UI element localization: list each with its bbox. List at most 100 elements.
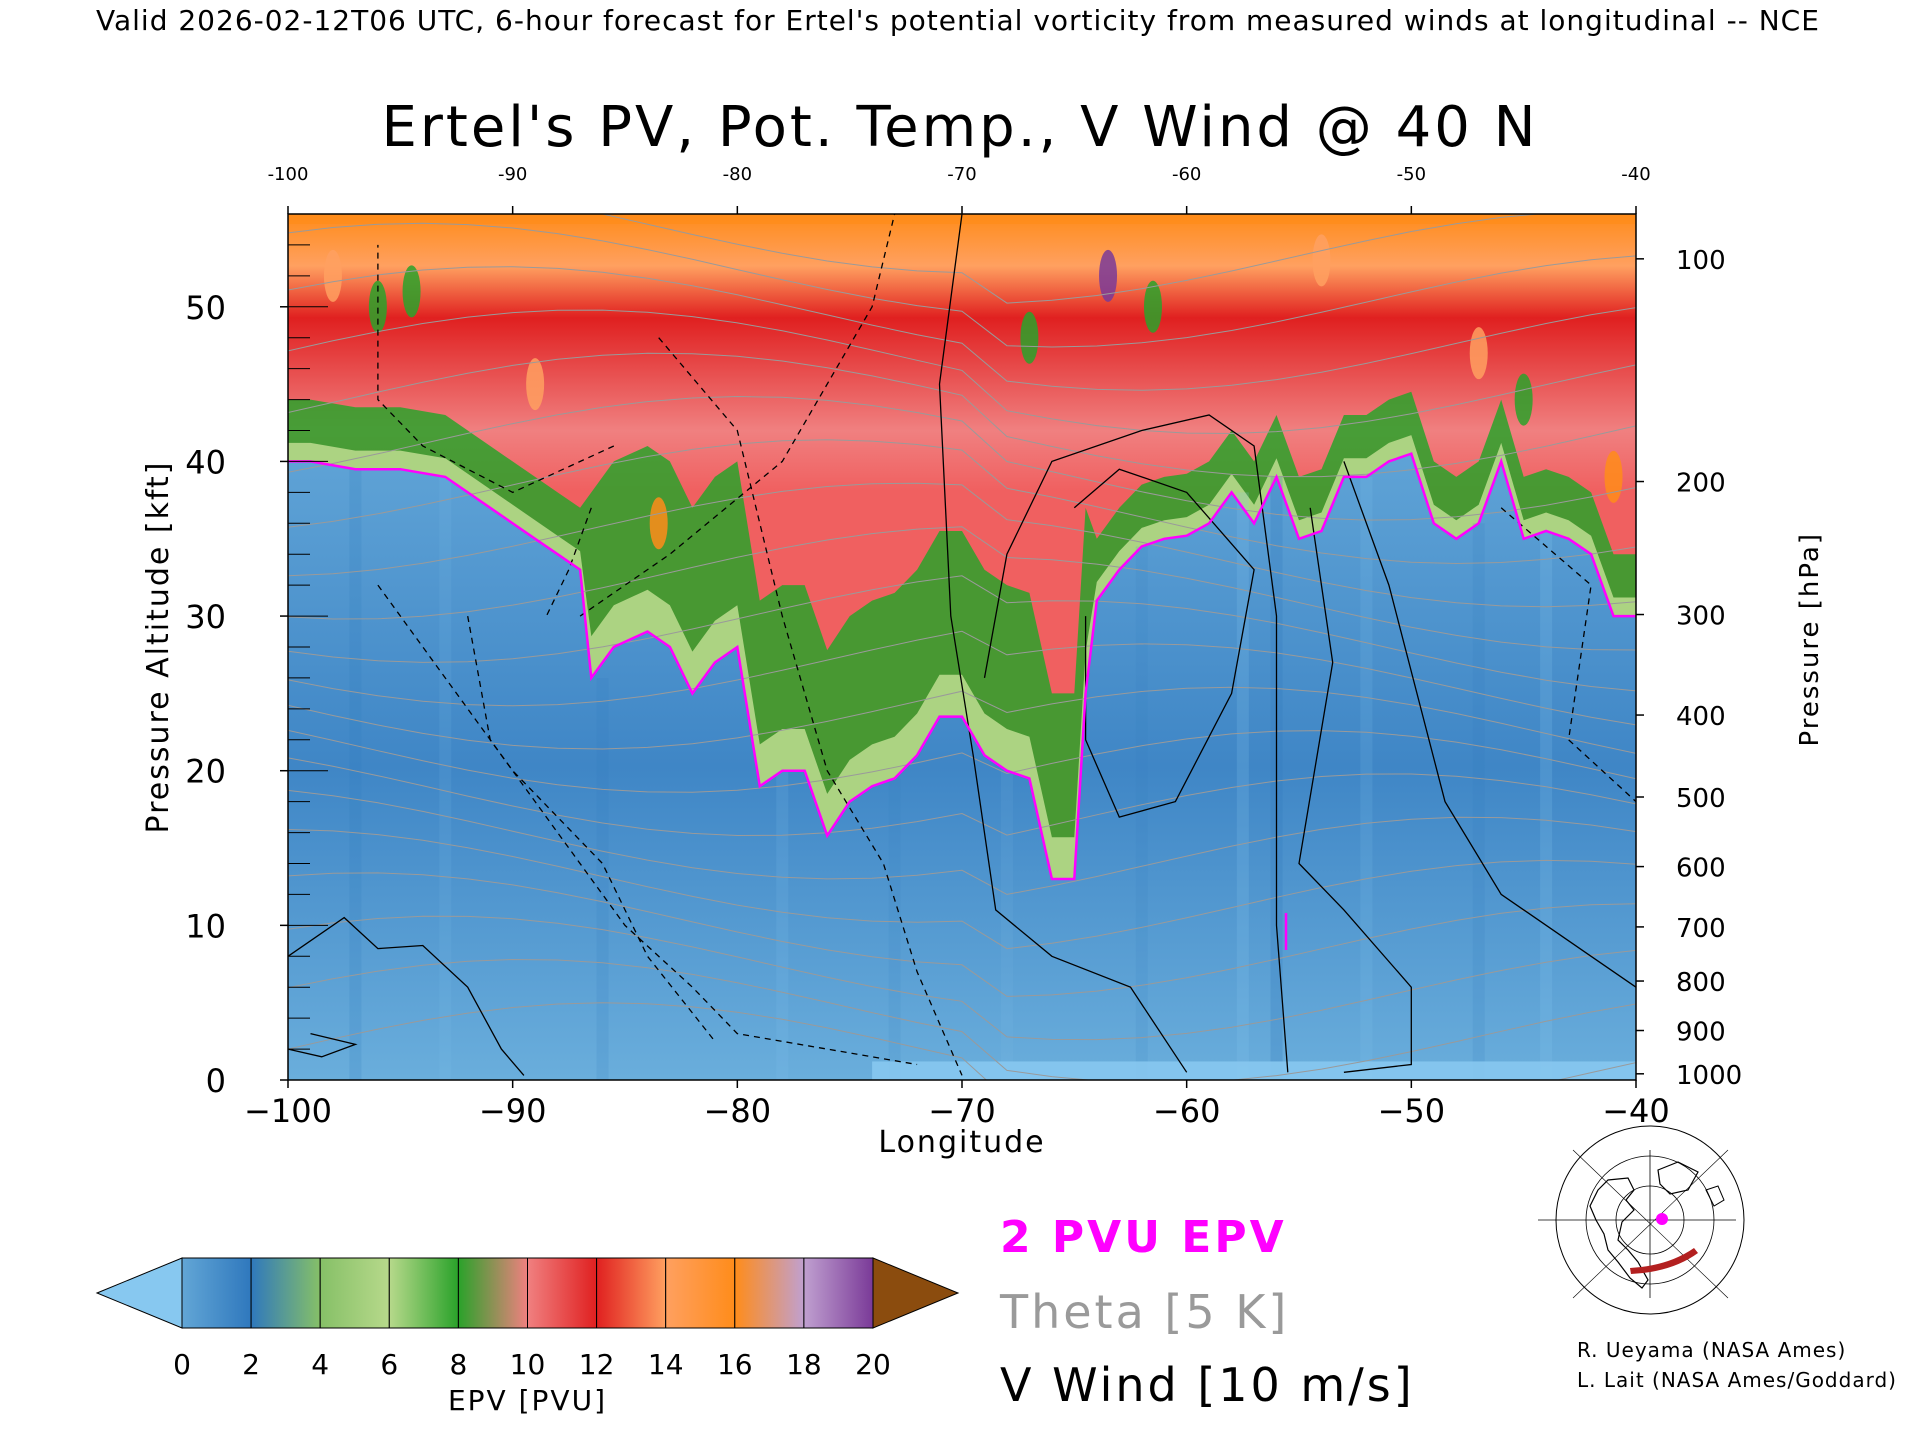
- colorbar-tick-label: 14: [648, 1348, 684, 1381]
- pv-feature: [402, 265, 421, 318]
- pv-stripe: [1472, 523, 1485, 1080]
- mid-pv-band: [288, 391, 1636, 879]
- y-axis-label: Pressure Altitude [kft]: [141, 461, 176, 834]
- y-tick-label: 50: [185, 289, 226, 327]
- colorbar-tick-label: 8: [449, 1348, 467, 1381]
- y-tick-label: 40: [185, 443, 226, 481]
- pv-feature: [1143, 280, 1162, 333]
- wind-contour: [288, 1032, 358, 1058]
- pv-feature: [1099, 249, 1118, 302]
- wind-contour: [377, 244, 615, 494]
- colorbar-segment: [388, 1257, 459, 1329]
- theta-contour: [288, 222, 1636, 348]
- v-wind-contours: [288, 214, 1636, 1076]
- polar-map-icon: [1538, 1125, 1745, 1315]
- pressure-tick-label: 100: [1676, 246, 1726, 276]
- pressure-tick-label: 300: [1676, 602, 1726, 632]
- wind-contour: [288, 916, 525, 1076]
- wind-contour: [1298, 507, 1412, 1073]
- troposphere-pv-field: [288, 453, 1636, 1080]
- theta-contour: [288, 829, 1636, 950]
- colorbar-tick-label: 0: [173, 1348, 191, 1381]
- theta-contour: [288, 872, 1636, 997]
- pv-stripe: [1135, 546, 1148, 1080]
- theta-contour: [288, 309, 1636, 435]
- wind-contour: [658, 337, 963, 1076]
- pv-stripe: [1540, 531, 1553, 1080]
- chart-title: Ertel's PV, Pot. Temp., V Wind @ 40 N: [381, 95, 1539, 160]
- pressure-tick-label: 200: [1676, 469, 1726, 499]
- x-tick-label-top: -80: [723, 164, 752, 185]
- wind-contour: [1073, 468, 1255, 818]
- pv-stripe: [776, 770, 789, 1080]
- upper-pv-features: [288, 214, 1636, 550]
- pv-vertical-stripes: [349, 469, 1636, 1080]
- pv-feature: [1514, 373, 1533, 426]
- theta-contour: [288, 575, 1636, 692]
- plot-area: [288, 214, 1636, 1080]
- pressure-tick-label: 400: [1676, 702, 1726, 732]
- theta-contour: [288, 757, 1636, 837]
- x-tick-label-top: -70: [947, 164, 976, 185]
- theta-contour: [288, 526, 1636, 651]
- surface-low-pv: [872, 1061, 1636, 1080]
- pressure-tick-label: 700: [1676, 914, 1726, 944]
- theta-contour: [288, 266, 1636, 391]
- colorbar-tick-label: 12: [579, 1348, 615, 1381]
- y-tick-label: 20: [185, 753, 226, 791]
- theta-contour: [600, 214, 1543, 304]
- wind-contour: [938, 214, 1188, 1073]
- theta-contour: [288, 439, 1636, 565]
- colorbar-low-extend: [95, 1257, 183, 1329]
- pv-stripe: [596, 677, 609, 1080]
- colorbar-segment: [457, 1257, 528, 1329]
- legend-theta-label: Theta [5 K]: [1000, 1285, 1290, 1339]
- x-tick-label: −60: [1153, 1092, 1221, 1130]
- x-tick-label: −80: [704, 1092, 772, 1130]
- colorbar-segment: [803, 1257, 874, 1329]
- colorbar-segment: [527, 1257, 598, 1329]
- pressure-tick-label: 800: [1676, 968, 1726, 998]
- wind-contour: [1343, 461, 1636, 988]
- pressure-tick-label: 1000: [1676, 1061, 1742, 1091]
- colorbar-tick-label: 18: [786, 1348, 822, 1381]
- x-tick-label: −50: [1378, 1092, 1446, 1130]
- colorbar-tick-label: 2: [242, 1348, 260, 1381]
- colorbar-segment: [250, 1257, 321, 1329]
- colorbar-segment: [665, 1257, 736, 1329]
- pv-feature: [649, 497, 668, 550]
- pv-feature: [323, 249, 342, 302]
- header-line: Valid 2026-02-12T06 UTC, 6-hour forecast…: [96, 4, 1820, 37]
- colorbar-high-extend: [872, 1257, 960, 1329]
- pv-stripe: [439, 476, 452, 1080]
- pv-feature: [368, 280, 387, 333]
- colorbar-tick-label: 10: [510, 1348, 546, 1381]
- colorbar-tick-label: 20: [855, 1348, 891, 1381]
- y-tick-label: 0: [206, 1062, 226, 1100]
- x-tick-label-top: -90: [498, 164, 527, 185]
- credit-line-1: R. Ueyama (NASA Ames): [1577, 1338, 1847, 1362]
- left-minor-ticks: [288, 213, 328, 1081]
- pv-stripe: [1000, 770, 1013, 1080]
- wind-contour: [983, 414, 1289, 1073]
- colorbar-segment: [596, 1257, 667, 1329]
- pressure-axis-label: Pressure [hPa]: [1795, 532, 1825, 747]
- top-pv-band: [288, 214, 1636, 224]
- theta-contour: [288, 482, 1636, 608]
- colorbar-tick-label: 6: [380, 1348, 398, 1381]
- x-tick-label-top: -100: [268, 164, 309, 185]
- colorbar: 0 2 4 6 8 10 12 14 16 18 20 EPV [PVU]: [95, 1257, 960, 1417]
- theta-contours: [288, 214, 1636, 1080]
- colorbar-segment: [181, 1257, 252, 1329]
- colorbar-label: EPV [PVU]: [448, 1384, 607, 1417]
- theta-contour: [288, 686, 1636, 754]
- pressure-tick-label: 600: [1676, 854, 1726, 884]
- theta-contour: [288, 1002, 1636, 1080]
- theta-contour: [288, 729, 1636, 793]
- credit-line-2: L. Lait (NASA Ames/Goddard): [1577, 1368, 1897, 1392]
- y-tick-label: 10: [185, 907, 226, 945]
- pressure-tick-label: 900: [1676, 1018, 1726, 1048]
- colorbar-segment: [734, 1257, 805, 1329]
- legend-vwind-label: V Wind [10 m/s]: [1000, 1358, 1415, 1412]
